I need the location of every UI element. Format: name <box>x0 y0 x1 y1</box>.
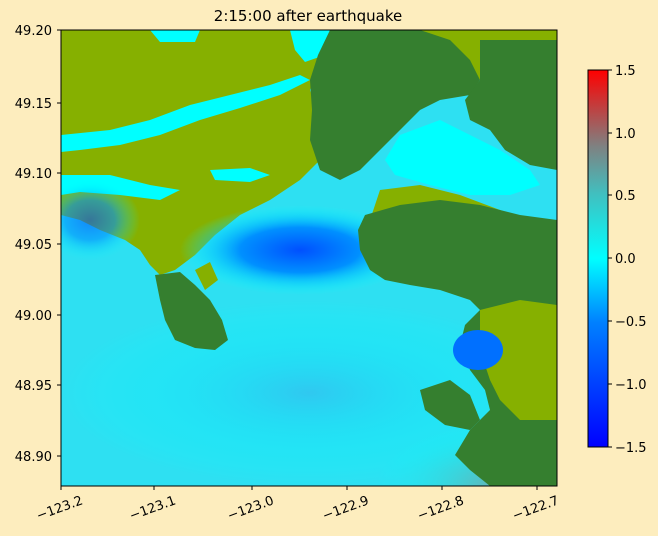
map-frame <box>60 29 558 487</box>
river-channel <box>61 75 310 152</box>
y-tick-label: 49.00 <box>15 309 52 324</box>
upland-point <box>155 272 228 350</box>
colorbar-tick-label: −1.5 <box>615 441 647 456</box>
upland-northeast <box>310 30 480 180</box>
map-title: 2:15:00 after earthquake <box>214 7 402 25</box>
x-tick-label: −123.2 <box>35 493 85 524</box>
colorbar-tick-label: 1.0 <box>615 127 636 142</box>
colorbar-tick-label: 1.5 <box>615 64 636 79</box>
colorbar: 1.5 1.0 0.5 0.0 −0.5 −1.0 −1.5 <box>587 64 647 456</box>
y-tick-label: 49.10 <box>15 167 52 182</box>
x-tick-label: −122.8 <box>416 493 466 524</box>
y-axis: 49.20 49.15 49.10 49.05 49.00 48.95 48.9… <box>15 24 61 465</box>
colorbar-tick-label: −0.5 <box>615 315 647 330</box>
x-tick-label: −123.1 <box>128 493 178 524</box>
colorbar-tick-label: −1.0 <box>615 378 647 393</box>
x-tick-label: −122.7 <box>511 493 561 524</box>
y-tick-label: 49.05 <box>15 238 52 253</box>
x-tick-label: −123.0 <box>226 493 276 524</box>
colorbar-tick-label: 0.0 <box>615 252 636 267</box>
y-tick-label: 48.90 <box>15 450 52 465</box>
upland-east <box>358 200 557 486</box>
colorbar-gradient <box>587 69 609 448</box>
y-tick-label: 49.20 <box>15 24 52 39</box>
y-tick-label: 48.95 <box>15 379 52 394</box>
y-tick-label: 49.15 <box>15 97 52 112</box>
x-tick-label: −122.9 <box>321 493 371 524</box>
x-axis: −123.2 −123.1 −123.0 −122.9 −122.8 −122.… <box>35 486 561 524</box>
map-plot <box>61 30 557 486</box>
colorbar-tick-label: 0.5 <box>615 189 636 204</box>
